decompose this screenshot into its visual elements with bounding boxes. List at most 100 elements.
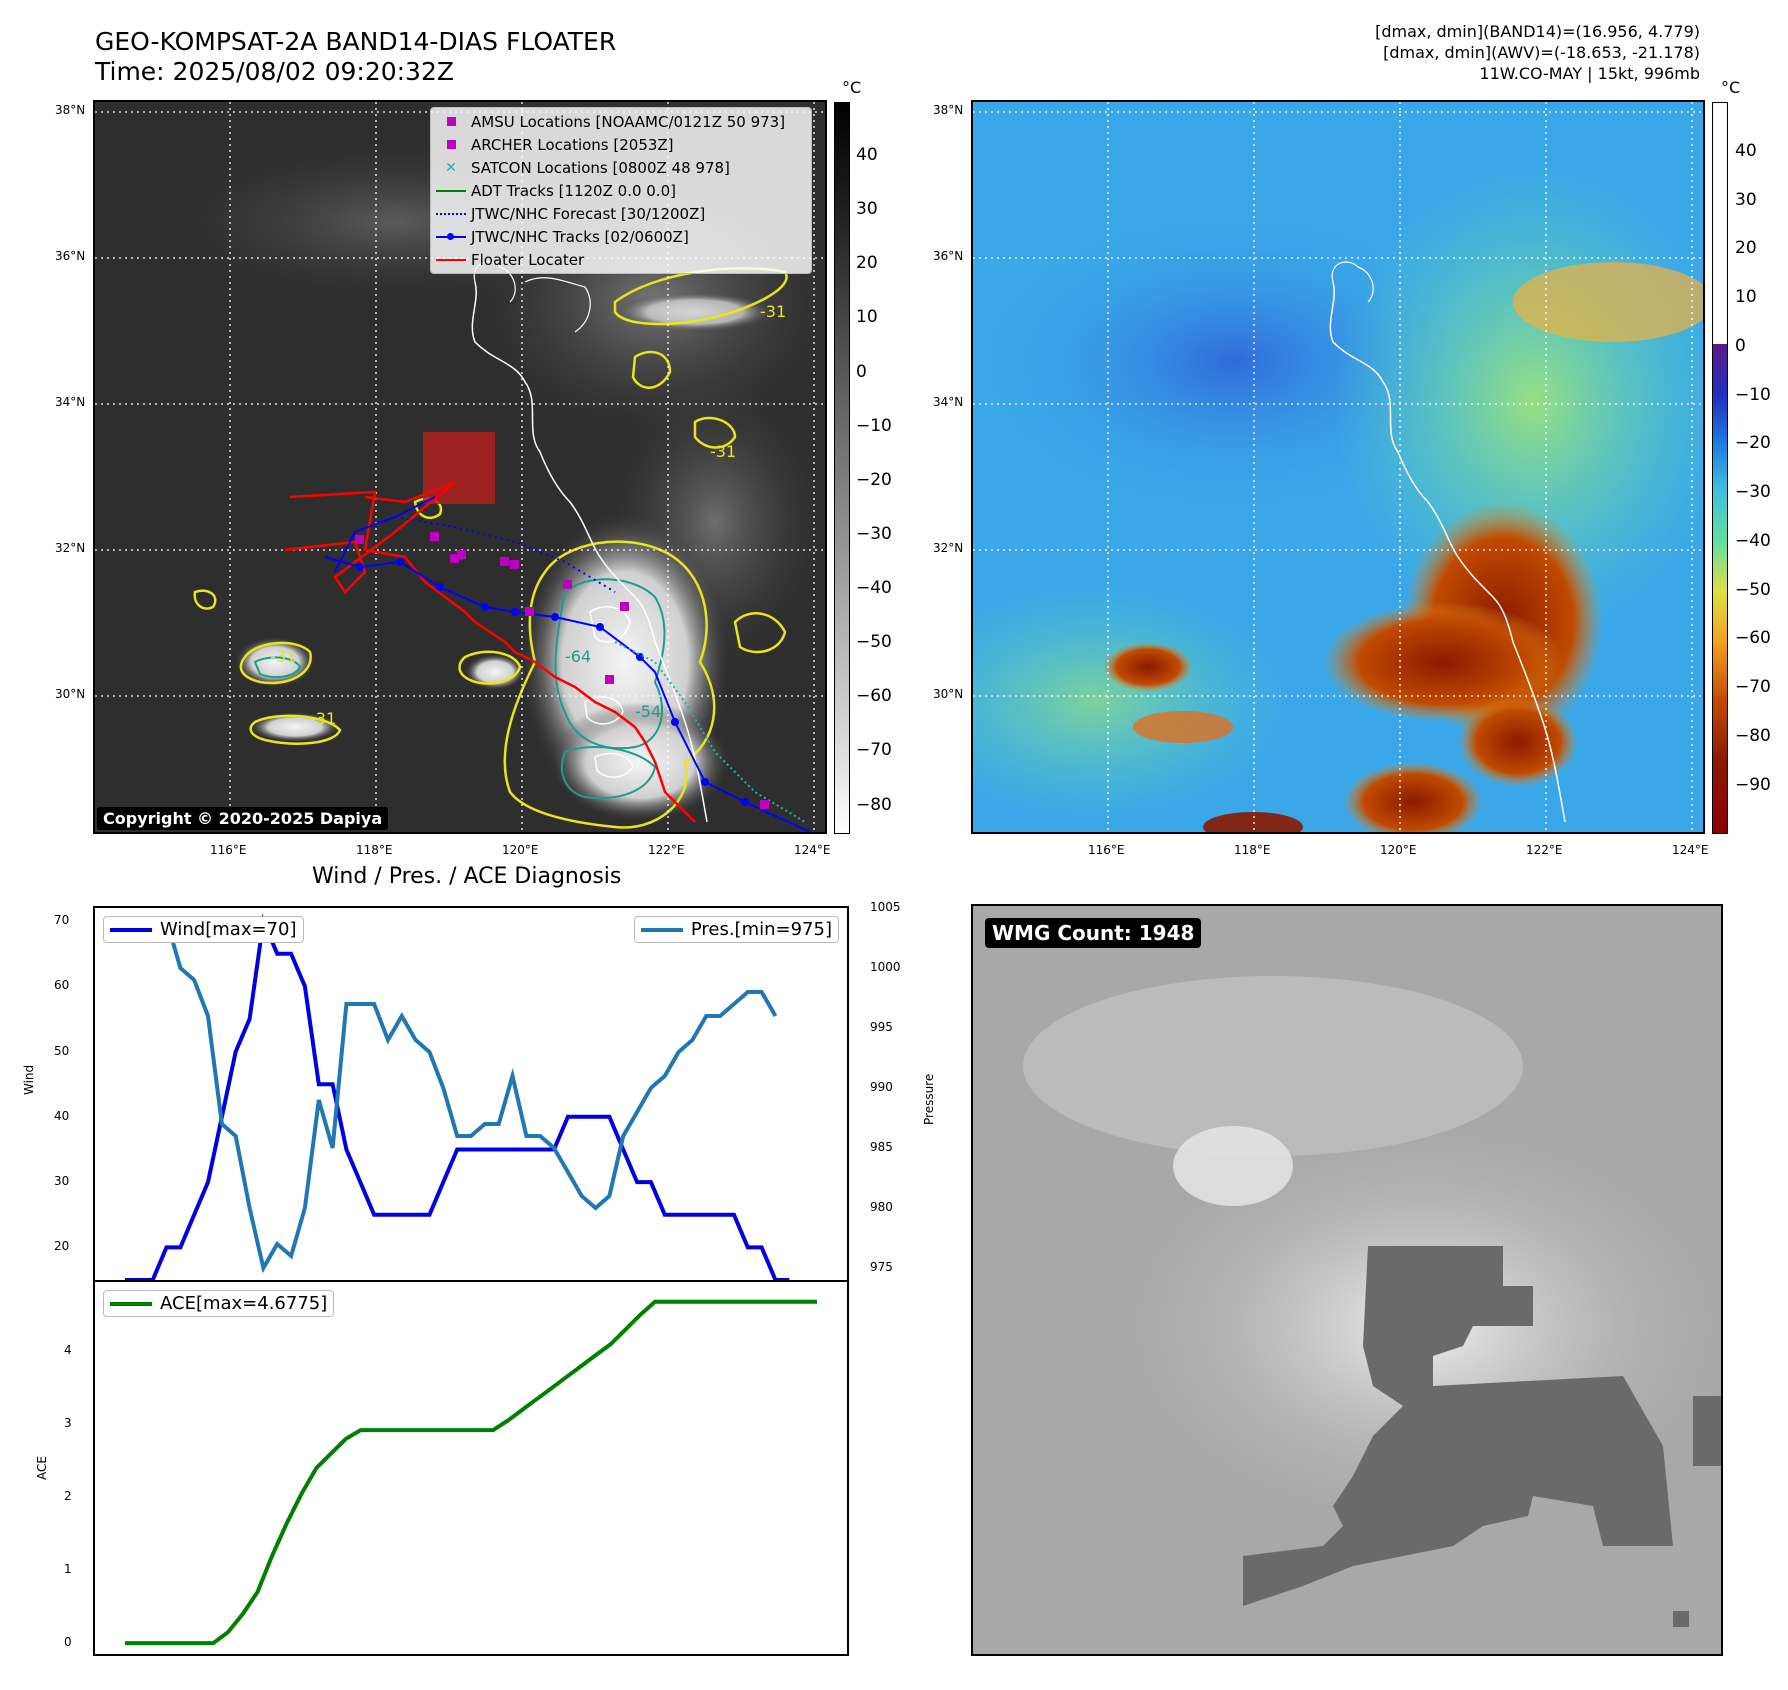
diagnosis-title: Wind / Pres. / ACE Diagnosis xyxy=(312,864,622,889)
wind-tick: 20 xyxy=(54,1239,70,1254)
wmg-panel: WMG Count: 1948 xyxy=(971,904,1723,1656)
cold-top-band xyxy=(1133,711,1233,743)
jtwc-track-points xyxy=(356,558,749,806)
ace-tick: 0 xyxy=(64,1635,72,1650)
contour-east-cell-2 xyxy=(733,612,787,654)
wind-line xyxy=(125,913,790,1280)
wmg-cold-core xyxy=(1243,1246,1673,1606)
lon-label: 118°E xyxy=(356,843,393,857)
colorbar-tick: 10 xyxy=(856,307,878,327)
colorbar-tick: −50 xyxy=(856,632,892,652)
contour-main-storm xyxy=(503,540,716,829)
wind-legend: Wind[max=70] xyxy=(103,916,304,943)
contour-west-band xyxy=(249,714,342,745)
legend-satcon: ✕ SATCON Locations [0800Z 48 978] xyxy=(431,156,811,179)
cold-top-south xyxy=(1458,697,1578,787)
colorbar-tick: −30 xyxy=(856,524,892,544)
copyright-badge: Copyright © 2020-2025 Dapiya xyxy=(97,807,389,830)
lon-label: 120°E xyxy=(502,843,539,857)
contour-label-2: -31 xyxy=(710,442,736,461)
high-cloud-northeast xyxy=(1513,262,1703,342)
contour-small-cell xyxy=(458,650,522,685)
contour-white-2 xyxy=(584,696,624,725)
colorbar-tick: −10 xyxy=(1735,385,1771,405)
colorbar-tick: −70 xyxy=(856,740,892,760)
lat-label: 34°N xyxy=(933,395,964,409)
contour-teal-west xyxy=(253,656,302,679)
colorbar-tick: −70 xyxy=(1735,677,1771,697)
colorbar-tick: 30 xyxy=(1735,190,1757,210)
lon-label: 116°E xyxy=(1088,843,1125,857)
x-marker-icon: ✕ xyxy=(445,159,457,176)
wmg-count-badge: WMG Count: 1948 xyxy=(985,918,1202,948)
cold-top-southwest xyxy=(1343,762,1483,832)
line-icon xyxy=(110,927,152,932)
colorbar-unit-right: °C xyxy=(1721,78,1741,97)
contour-label-6: -54 xyxy=(635,702,661,721)
legend-amsu: AMSU Locations [NOAAMC/0121Z 50 973] xyxy=(431,110,811,133)
lat-label: 32°N xyxy=(933,541,964,555)
colorbar-tick: 40 xyxy=(1735,141,1757,161)
convective-cloud-northeast xyxy=(615,292,775,332)
legend-archer: ARCHER Locations [2053Z] xyxy=(431,133,811,156)
colorbar-tick: −30 xyxy=(1735,482,1771,502)
colorbar-tick: −80 xyxy=(1735,726,1771,746)
ace-panel: ACE[max=4.6775] xyxy=(93,1280,849,1656)
wind-tick: 30 xyxy=(54,1174,70,1189)
wind-ylabel: Wind xyxy=(22,1064,36,1095)
floater-locater-track-west xyxy=(284,480,456,594)
colorbar-tick: −10 xyxy=(856,416,892,436)
contour-white-3 xyxy=(594,752,634,778)
lon-label: 124°E xyxy=(1672,843,1709,857)
contour-teal-group xyxy=(253,578,666,800)
pressure-tick: 975 xyxy=(870,1260,893,1274)
colorbar-tick: −40 xyxy=(1735,531,1771,551)
chart-time: Time: 2025/08/02 09:20:32Z xyxy=(95,57,454,86)
info-awv: [dmax, dmin](AWV)=(-18.653, -21.178) xyxy=(1383,43,1700,62)
jtwc-track-west xyxy=(334,496,436,573)
colorbar-tick: −60 xyxy=(856,686,892,706)
jtwc-track xyxy=(324,556,811,832)
ace-legend: ACE[max=4.6775] xyxy=(103,1290,335,1317)
pressure-tick: 985 xyxy=(870,1140,893,1154)
pressure-tick: 1005 xyxy=(870,900,901,914)
wv-map-svg xyxy=(973,102,1703,832)
convective-cloud-small xyxy=(465,654,525,690)
colorbar-tick: −40 xyxy=(856,578,892,598)
colorbar-tick: 40 xyxy=(856,145,878,165)
legend-floater: Floater Locater xyxy=(431,248,811,271)
wv-map-panel xyxy=(971,100,1705,834)
coastline-peninsula xyxy=(524,277,591,333)
colorbar-tick: 20 xyxy=(856,253,878,273)
colorbar-tick: 0 xyxy=(1735,336,1746,356)
lon-label: 122°E xyxy=(648,843,685,857)
square-marker-icon xyxy=(431,135,471,155)
ace-svg xyxy=(125,1299,817,1646)
contour-northeast xyxy=(613,267,788,326)
floater-locater-track xyxy=(289,490,696,823)
lon-label: 116°E xyxy=(210,843,247,857)
map-legend: AMSU Locations [NOAAMC/0121Z 50 973] ARC… xyxy=(430,107,812,274)
colorbar-tick: −90 xyxy=(1735,775,1771,795)
pressure-legend: Pres.[min=975] xyxy=(633,916,839,943)
moist-region-southwest xyxy=(973,582,1293,822)
lon-label: 122°E xyxy=(1526,843,1563,857)
legend-jtwc-tracks: JTWC/NHC Tracks [02/0600Z] xyxy=(431,225,811,248)
colorbar-tick: 20 xyxy=(1735,238,1757,258)
ace-tick: 2 xyxy=(64,1489,72,1504)
ace-tick: 3 xyxy=(64,1416,72,1431)
pressure-tick: 1000 xyxy=(870,960,901,974)
wv-colorbar xyxy=(1712,102,1728,834)
contour-east-cell xyxy=(693,416,737,449)
lat-label: 30°N xyxy=(933,687,964,701)
pressure-ylabel: Pressure xyxy=(922,1073,936,1125)
coastline-wv xyxy=(1329,281,1566,823)
info-storm: 11W.CO-MAY | 15kt, 996mb xyxy=(1479,64,1700,83)
convective-cloud-south xyxy=(550,702,730,822)
ace-tick: 4 xyxy=(64,1343,72,1358)
line-icon xyxy=(640,927,683,932)
lon-label: 124°E xyxy=(794,843,831,857)
line-icon xyxy=(431,181,471,201)
pressure-line xyxy=(125,918,778,1274)
info-band14: [dmax, dmin](BAND14)=(16.956, 4.779) xyxy=(1375,22,1700,41)
